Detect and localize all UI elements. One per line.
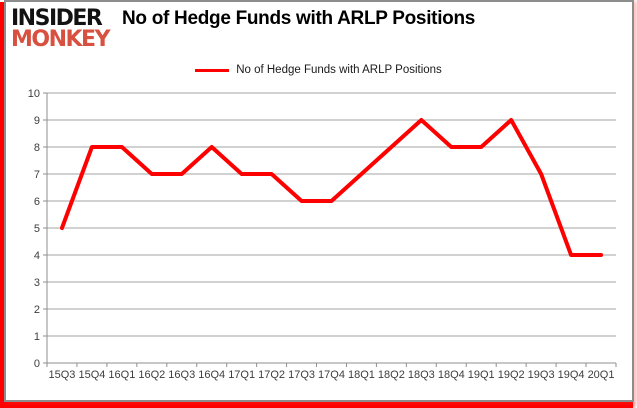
x-tick-label: 19Q1 [468,369,495,381]
legend-line-swatch [195,68,230,72]
x-tick-label: 18Q1 [348,369,375,381]
x-tick-label: 17Q2 [258,369,285,381]
insider-monkey-logo: INSIDER MONKEY [11,6,111,52]
x-tick-label: 15Q4 [78,369,105,381]
x-tick-label: 16Q3 [168,369,195,381]
x-tick-label: 19Q3 [528,369,555,381]
x-tick-label: 16Q4 [198,369,225,381]
x-tick-label: 20Q1 [588,369,615,381]
series-line [59,118,604,257]
y-tick-label: 6 [34,196,40,208]
x-tick-label: 16Q2 [138,369,165,381]
page-title: No of Hedge Funds with ARLP Positions [122,8,476,29]
x-tick-label: 17Q4 [318,369,345,381]
red-accent-left-border [0,2,4,408]
y-tick-label: 2 [34,304,40,316]
y-tick-label: 5 [34,223,40,235]
x-tick-label: 17Q3 [288,369,315,381]
y-tick-label: 0 [34,358,40,370]
x-tick-label: 17Q1 [228,369,255,381]
x-tick-label: 19Q4 [558,369,585,381]
y-tick-label: 1 [34,331,40,343]
x-tick-label: 18Q2 [378,369,405,381]
x-tick-label: 16Q1 [108,369,135,381]
y-tick-label: 4 [34,250,40,262]
legend-label: No of Hedge Funds with ARLP Positions [236,64,442,76]
logo-line1: INSIDER [11,6,103,31]
legend: No of Hedge Funds with ARLP Positions [0,62,637,78]
x-tick-label: 18Q4 [438,369,465,381]
x-tick-label: 19Q2 [498,369,525,381]
red-accent-bottom-border [0,402,633,408]
y-tick-label: 7 [34,169,40,181]
y-tick-label: 8 [34,142,40,154]
logo-line2: MONKEY [11,26,111,52]
x-tick-label: 15Q3 [49,369,76,381]
y-tick-label: 9 [34,115,40,127]
y-tick-label: 10 [28,88,40,100]
y-tick-label: 3 [34,277,40,289]
x-tick-label: 18Q3 [408,369,435,381]
